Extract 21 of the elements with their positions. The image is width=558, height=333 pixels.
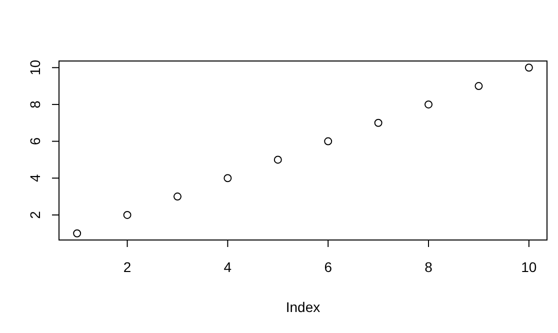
x-tick-label: 4 xyxy=(224,259,232,275)
point xyxy=(224,174,232,182)
y-tick-label: 2 xyxy=(27,210,43,219)
point xyxy=(524,64,533,72)
point xyxy=(274,156,282,164)
x-tick-label: 6 xyxy=(324,259,332,275)
point xyxy=(324,137,332,146)
point xyxy=(474,82,483,90)
x-tick-label: 8 xyxy=(424,259,433,275)
point xyxy=(73,229,82,238)
y-tick-label: 6 xyxy=(27,137,43,146)
point xyxy=(123,210,132,219)
point xyxy=(173,192,182,201)
x-tick-label: 2 xyxy=(123,259,132,275)
x-axis-title: Index xyxy=(286,299,320,315)
x-tick-label: 10 xyxy=(521,259,537,275)
point xyxy=(374,118,382,127)
y-tick-label: 8 xyxy=(27,100,43,108)
y-tick-label: 10 xyxy=(27,60,43,76)
y-tick-label: 4 xyxy=(27,174,43,182)
point xyxy=(424,100,433,108)
